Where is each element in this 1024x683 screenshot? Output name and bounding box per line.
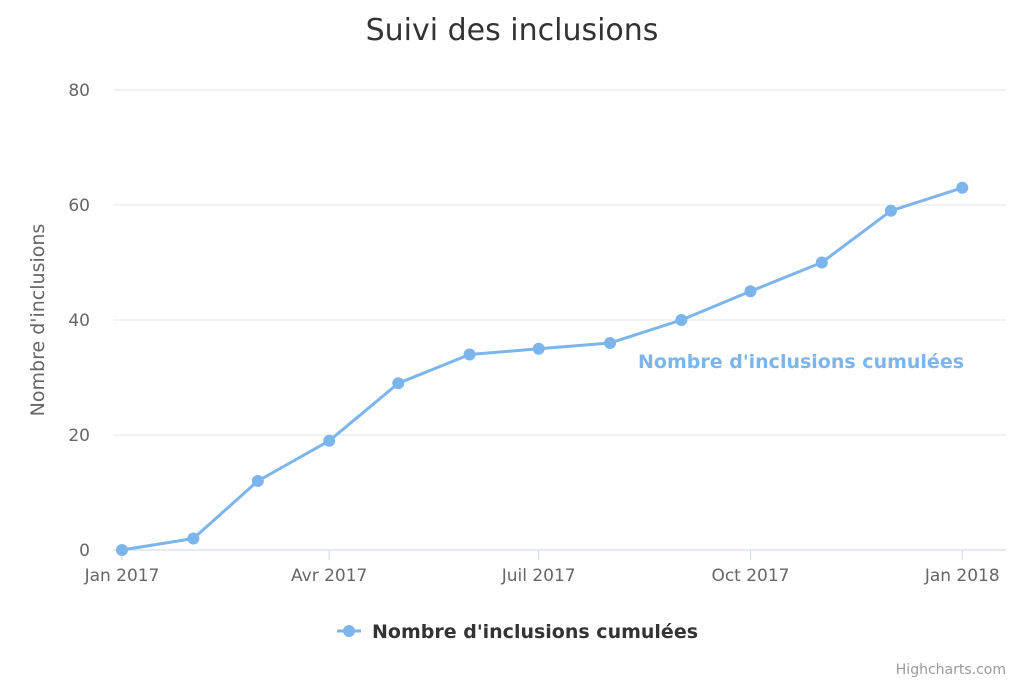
x-tick-label: Juil 2017	[501, 566, 576, 586]
data-point-marker	[251, 475, 264, 487]
data-point-marker	[604, 337, 617, 349]
y-axis-ticks: 0 20 40 60 80	[68, 81, 90, 561]
data-point-marker	[323, 434, 336, 447]
x-tick-label: Jan 2017	[84, 566, 160, 586]
data-point-marker	[463, 348, 476, 361]
data-point-marker	[532, 342, 545, 355]
credits-link[interactable]: Highcharts.com	[896, 662, 1006, 678]
x-tick-label: Jan 2018	[924, 566, 1000, 586]
chart-title: Suivi des inclusions	[366, 13, 659, 48]
x-axis: Jan 2017 Avr 2017 Juil 2017 Oct 2017 Jan 201…	[84, 549, 1006, 586]
y-axis-title: Nombre d'inclusions	[27, 224, 49, 417]
legend-item-label[interactable]: Nombre d'inclusions cumulées	[372, 621, 698, 643]
series-data-label: Nombre d'inclusions cumulées	[638, 351, 964, 373]
data-point-marker	[744, 285, 757, 298]
legend-marker-icon	[343, 625, 355, 637]
data-point-marker	[116, 544, 128, 556]
data-point-marker	[956, 181, 969, 194]
data-point-marker	[884, 204, 897, 217]
y-tick-label: 20	[68, 426, 90, 446]
data-point-marker	[187, 532, 200, 545]
y-tick-label: 0	[79, 541, 90, 561]
x-tick-label: Oct 2017	[711, 566, 789, 586]
x-tick-label: Avr 2017	[291, 566, 367, 586]
data-point-marker	[392, 377, 405, 390]
data-point-marker	[815, 256, 828, 269]
y-tick-label: 40	[68, 311, 90, 331]
y-tick-label: 80	[68, 81, 90, 101]
series-group	[116, 181, 969, 556]
data-point-marker	[675, 314, 688, 326]
gridlines	[113, 89, 1006, 436]
y-tick-label: 60	[68, 196, 90, 216]
legend[interactable]: Nombre d'inclusions cumulées	[337, 621, 698, 643]
